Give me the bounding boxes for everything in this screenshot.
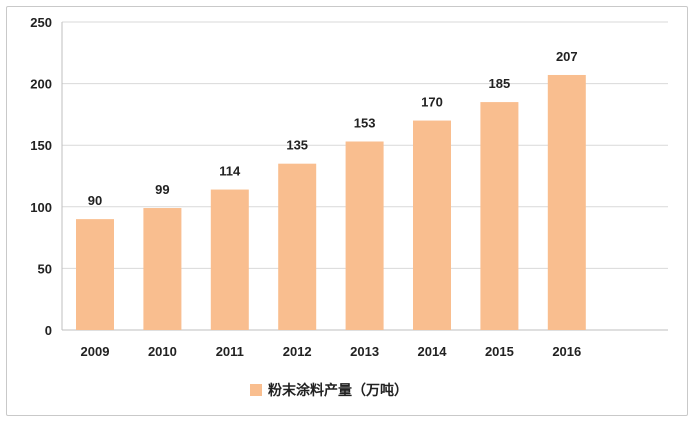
data-label-2013: 153 — [354, 116, 376, 131]
bar-2016 — [547, 74, 586, 330]
bar-2015 — [480, 102, 519, 330]
y-axis-ticks: 0 50 100 150 200 250 — [30, 15, 52, 338]
bars — [76, 74, 586, 330]
bar-2013 — [345, 141, 384, 330]
data-label-2014: 170 — [421, 95, 443, 110]
data-label-2009: 90 — [88, 193, 102, 208]
x-tick-label-2011: 2011 — [216, 344, 244, 359]
y-tick-label: 200 — [30, 77, 52, 92]
y-tick-label: 100 — [30, 200, 52, 215]
x-tick-label-2013: 2013 — [350, 344, 379, 359]
data-label-2015: 185 — [489, 76, 511, 91]
y-tick-label: 0 — [45, 323, 52, 338]
data-labels: 90 99 114 135 153 170 185 207 — [88, 49, 578, 208]
bar-2011 — [210, 189, 249, 330]
x-tick-label-2010: 2010 — [148, 344, 177, 359]
data-label-2012: 135 — [286, 138, 308, 153]
bar-2012 — [278, 163, 317, 330]
bar-2014 — [413, 120, 451, 330]
legend-swatch — [250, 384, 262, 396]
bar-2009 — [76, 219, 114, 330]
data-label-2011: 114 — [219, 164, 241, 179]
x-tick-label-2015: 2015 — [485, 344, 514, 359]
data-label-2016: 207 — [556, 49, 578, 64]
x-tick-label-2016: 2016 — [552, 344, 581, 359]
y-tick-label: 150 — [30, 138, 52, 153]
y-tick-label: 250 — [30, 15, 52, 30]
legend: 粉末涂料产量（万吨） — [250, 382, 408, 398]
legend-label: 粉末涂料产量（万吨） — [268, 382, 408, 398]
x-tick-label-2009: 2009 — [81, 344, 110, 359]
x-tick-label-2014: 2014 — [418, 344, 448, 359]
data-label-2010: 99 — [155, 182, 169, 197]
y-tick-label: 50 — [38, 261, 52, 276]
x-tick-label-2012: 2012 — [283, 344, 312, 359]
bar-2010 — [143, 208, 182, 330]
x-axis-ticks: 2009 2010 2011 2012 2013 2014 2015 2016 — [81, 344, 582, 359]
